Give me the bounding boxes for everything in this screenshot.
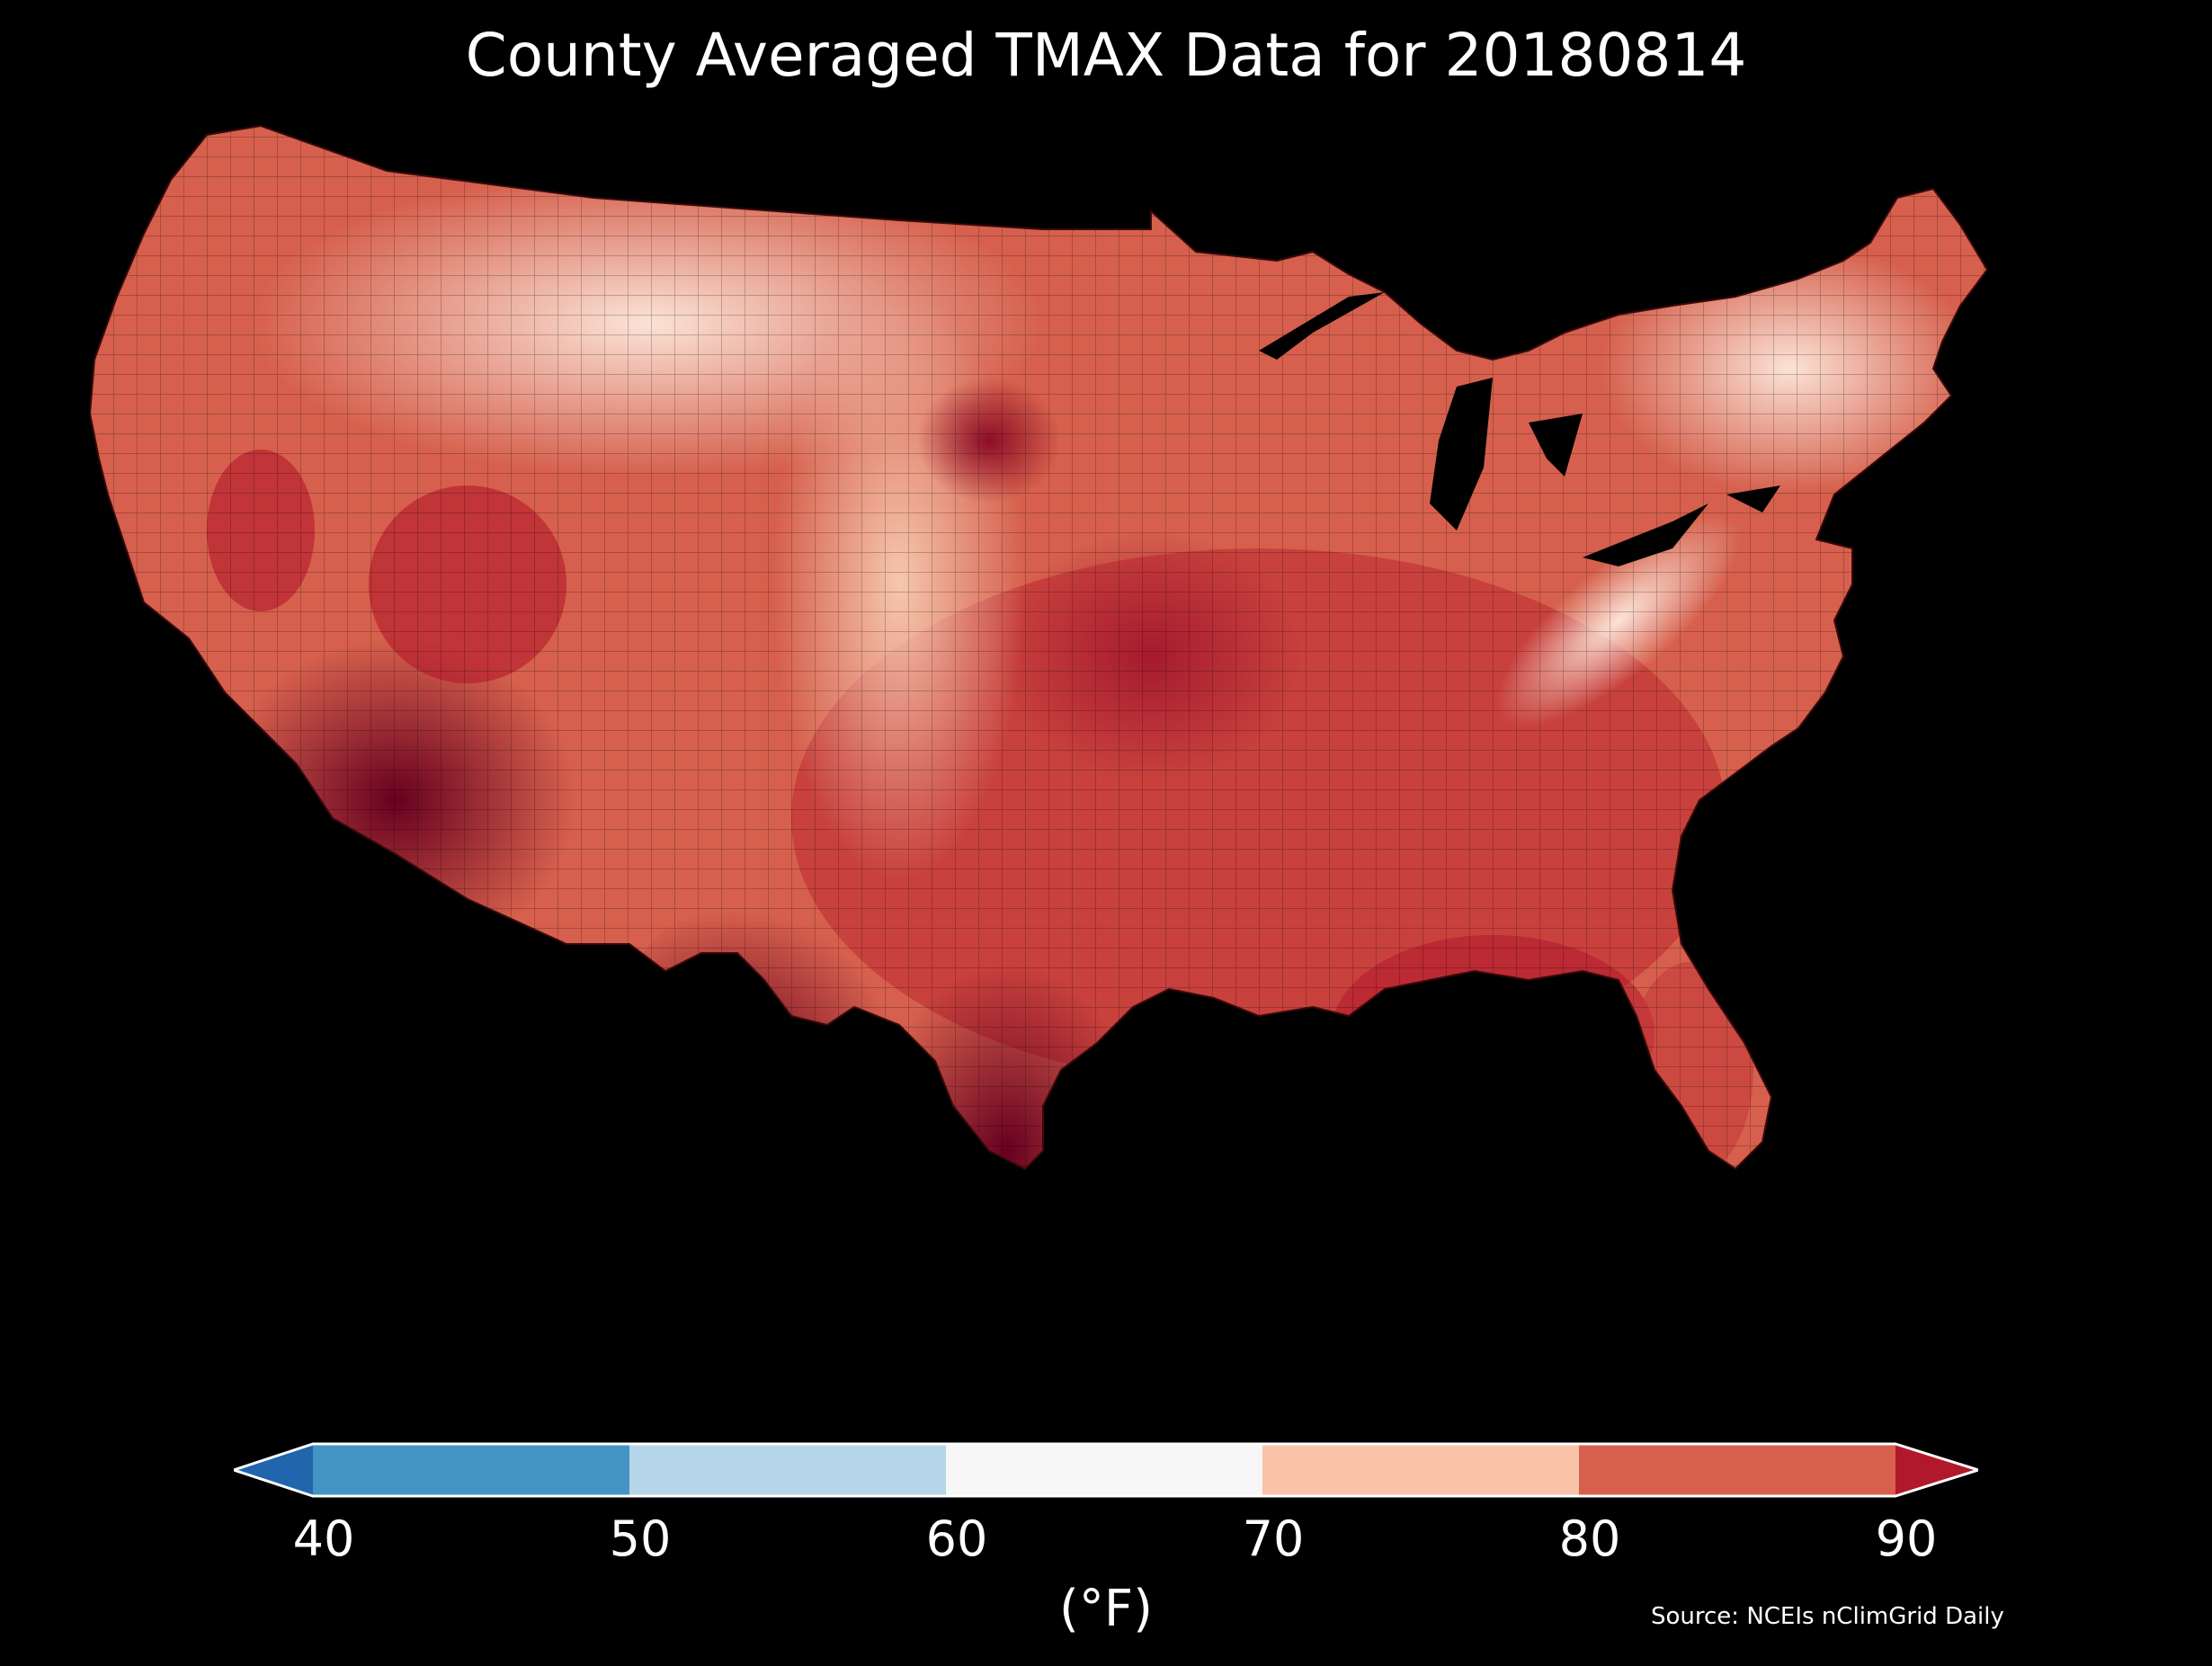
great-lakes-water (1259, 292, 1780, 566)
us-county-choropleth-map (90, 117, 2122, 1376)
colorbar-bin-40-50 (313, 1444, 629, 1496)
county-fill-layer (90, 126, 1987, 1169)
colorbar-bin-60-70 (946, 1444, 1262, 1496)
colorbar-tick-70: 70 (1242, 1510, 1305, 1567)
colorbar-tick-40: 40 (292, 1510, 355, 1567)
source-credit: Source: NCEIs nClimGrid Daily (1651, 1603, 2004, 1630)
colorbar-unit-label: (°F) (1059, 1580, 1153, 1638)
colorbar (234, 1442, 1978, 1505)
colorbar-bin-70-80 (1262, 1444, 1579, 1496)
colorbar-tick-90: 90 (1875, 1510, 1938, 1567)
colorbar-bin-80-90 (1579, 1444, 1895, 1496)
colorbar-bin-50-60 (629, 1444, 946, 1496)
colorbar-tick-80: 80 (1558, 1510, 1621, 1567)
colorbar-outline (234, 1442, 1978, 1498)
us-outline (90, 124, 1989, 1171)
colorbar-tick-50: 50 (609, 1510, 672, 1567)
colorbar-under-arrow (234, 1444, 313, 1496)
map-title: County Averaged TMAX Data for 20180814 (465, 21, 1747, 90)
colorbar-over-arrow (1895, 1444, 1978, 1496)
colorbar-tick-60: 60 (925, 1510, 988, 1567)
